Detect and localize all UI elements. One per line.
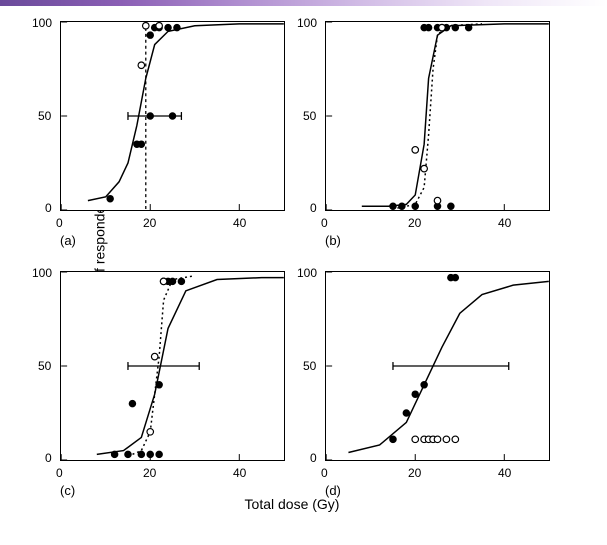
panel-d-plot	[326, 272, 549, 460]
xtick-40-c: 40	[233, 466, 246, 480]
ytick-50-b: 50	[303, 109, 316, 123]
panel-b	[325, 21, 550, 211]
xtick-40-a: 40	[233, 216, 246, 230]
panel-b-plot	[326, 22, 549, 210]
xtick-0-a: 0	[56, 216, 63, 230]
panel-c-label: (c)	[60, 483, 75, 498]
ytick-50-c: 50	[38, 359, 51, 373]
ytick-0-d: 0	[310, 451, 317, 465]
panel-d	[325, 271, 550, 461]
ytick-100-d: 100	[297, 266, 317, 280]
panel-a-label: (a)	[60, 233, 76, 248]
ytick-50-d: 50	[303, 359, 316, 373]
x-axis-label: Total dose (Gy)	[245, 496, 340, 512]
panel-b-label: (b)	[325, 233, 341, 248]
ytick-100-c: 100	[32, 266, 52, 280]
xtick-20-d: 20	[408, 466, 421, 480]
panel-d-label: (d)	[325, 483, 341, 498]
panel-grid: 100 50 0 0 20 40 (a) 100 50 0 0 20 40 (b…	[60, 21, 580, 481]
xtick-40-d: 40	[498, 466, 511, 480]
panel-a-plot	[61, 22, 284, 210]
xtick-20-c: 20	[143, 466, 156, 480]
xtick-20-b: 20	[408, 216, 421, 230]
xtick-20-a: 20	[143, 216, 156, 230]
figure: Incidence of responders (%) Total dose (…	[0, 6, 607, 521]
panel-c-plot	[61, 272, 284, 460]
xtick-0-b: 0	[321, 216, 328, 230]
xtick-40-b: 40	[498, 216, 511, 230]
panel-a	[60, 21, 285, 211]
ytick-0-c: 0	[45, 451, 52, 465]
xtick-0-d: 0	[321, 466, 328, 480]
xtick-0-c: 0	[56, 466, 63, 480]
ytick-0-a: 0	[45, 201, 52, 215]
ytick-100-b: 100	[297, 16, 317, 30]
ytick-50-a: 50	[38, 109, 51, 123]
ytick-100-a: 100	[32, 16, 52, 30]
ytick-0-b: 0	[310, 201, 317, 215]
panel-c	[60, 271, 285, 461]
